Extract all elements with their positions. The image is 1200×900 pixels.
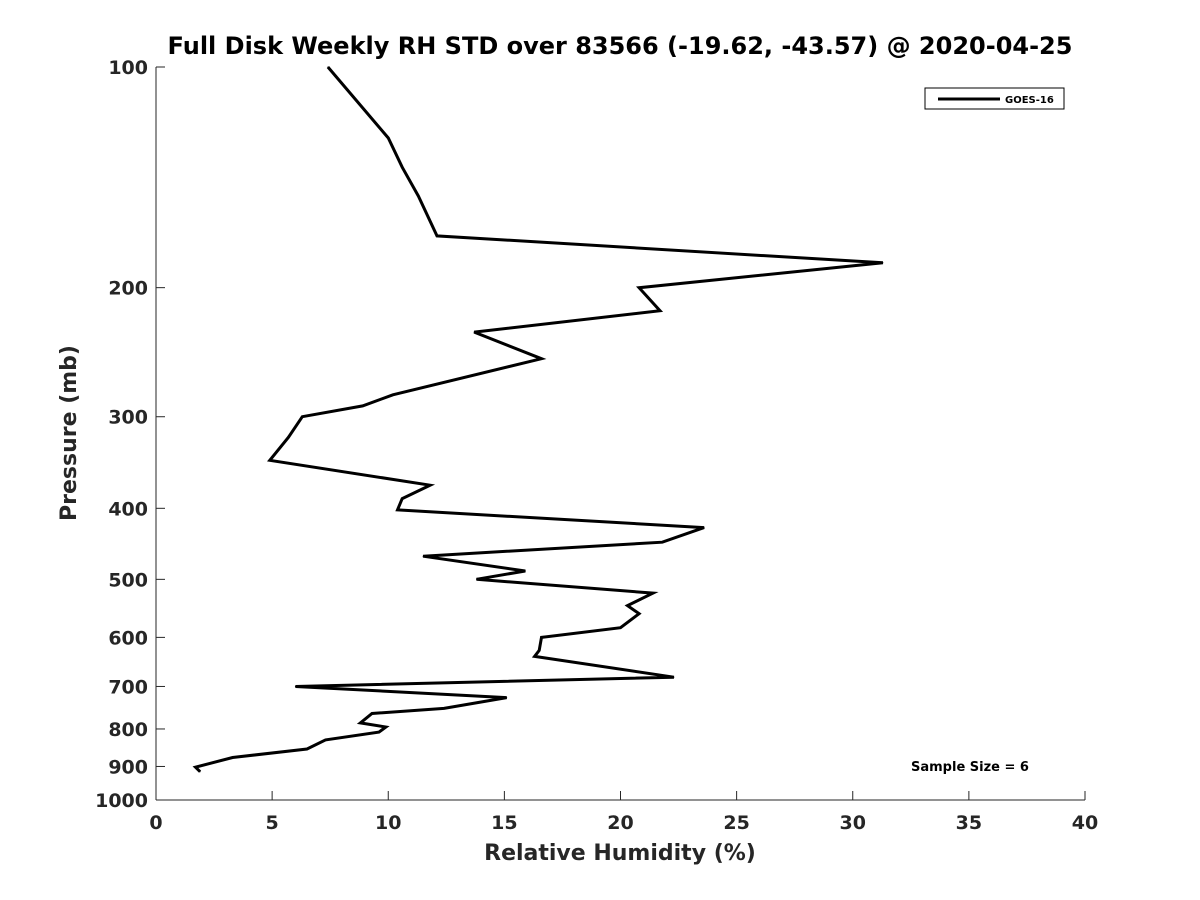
- x-tick-label: 5: [266, 812, 279, 834]
- y-tick-label: 200: [108, 278, 148, 300]
- data-point: [417, 195, 419, 197]
- data-point: [429, 484, 431, 486]
- data-layer: [192, 66, 884, 773]
- data-point: [294, 686, 296, 687]
- data-point: [195, 766, 196, 768]
- data-point: [392, 394, 394, 396]
- data-point: [385, 726, 387, 728]
- sample-size-annotation: Sample Size = 6: [911, 760, 1029, 775]
- data-point: [306, 748, 308, 750]
- chart-title: Full Disk Weekly RH STD over 83566 (-19.…: [168, 32, 1073, 60]
- data-point: [269, 459, 271, 461]
- y-tick-label: 700: [108, 676, 148, 698]
- y-tick-label: 300: [108, 407, 148, 429]
- x-tick-label: 35: [956, 812, 982, 834]
- y-tick-label: 1000: [95, 790, 148, 812]
- x-axis-label: Relative Humidity (%): [484, 841, 756, 866]
- y-tick-label: 100: [108, 57, 148, 79]
- data-point: [359, 722, 361, 724]
- data-point: [652, 592, 654, 594]
- x-tick-label: 40: [1072, 812, 1098, 834]
- data-point: [524, 570, 526, 572]
- data-point: [627, 605, 628, 607]
- y-tick-label: 500: [108, 569, 148, 591]
- data-point: [301, 416, 303, 418]
- data-point: [620, 627, 621, 629]
- data-point: [287, 436, 289, 438]
- data-point: [661, 541, 663, 543]
- data-point: [541, 358, 542, 360]
- x-tick-label: 20: [607, 812, 633, 834]
- y-axis-label: Pressure (mb): [57, 345, 82, 521]
- data-point: [703, 527, 705, 529]
- data-point: [638, 613, 640, 615]
- data-point: [443, 707, 445, 709]
- legend: GOES-16: [924, 87, 1065, 110]
- data-point: [534, 655, 536, 657]
- x-tick-label: 0: [149, 812, 162, 834]
- data-point: [659, 310, 661, 312]
- x-tick-label: 25: [723, 812, 749, 834]
- data-point: [506, 697, 508, 699]
- data-point: [436, 235, 438, 237]
- data-point: [371, 713, 373, 714]
- data-point: [473, 331, 475, 333]
- data-point: [401, 166, 403, 168]
- x-tick-label: 15: [491, 812, 517, 834]
- data-point: [541, 636, 542, 638]
- data-point: [401, 498, 403, 500]
- data-point: [673, 676, 675, 678]
- data-point: [325, 739, 326, 741]
- data-point: [387, 137, 389, 139]
- y-tick-label: 900: [108, 756, 148, 778]
- y-tick-label: 400: [108, 498, 148, 520]
- data-point: [638, 287, 640, 289]
- x-tick-label: 10: [375, 812, 401, 834]
- data-point: [397, 509, 398, 511]
- data-point: [422, 555, 424, 557]
- data-point: [327, 66, 329, 68]
- data-point: [378, 731, 380, 733]
- axes: 0 5 10 15 20 25 30 35 40 100 200 300 400 500 600 700 800…: [95, 57, 1098, 834]
- data-point: [199, 771, 201, 773]
- data-point: [362, 405, 364, 407]
- y-tick-label: 800: [108, 719, 148, 741]
- data-point: [232, 757, 234, 758]
- data-point: [538, 649, 540, 651]
- legend-label-goes-16: GOES-16: [1005, 95, 1054, 106]
- x-tick-label: 30: [840, 812, 866, 834]
- data-point: [476, 578, 477, 580]
- data-point: [882, 262, 884, 264]
- y-tick-label: 600: [108, 627, 148, 649]
